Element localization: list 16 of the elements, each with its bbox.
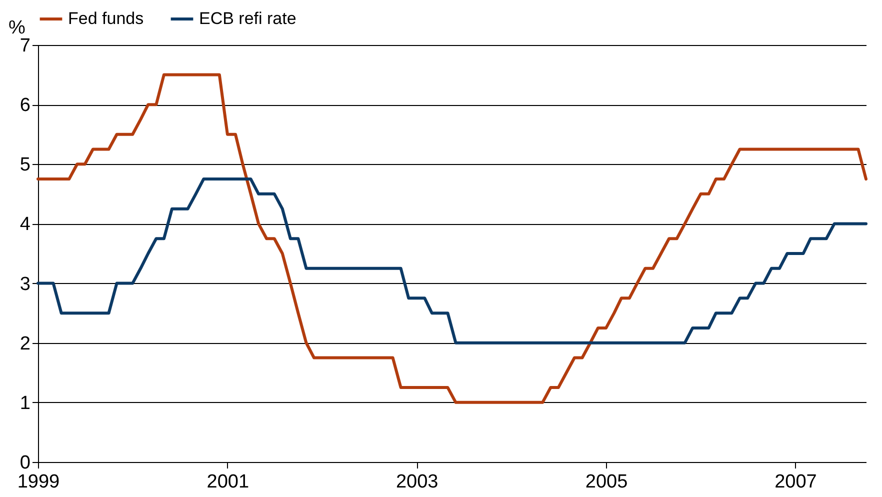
y-tick-label: 4 [20,214,31,236]
legend-label: Fed funds [68,9,144,28]
x-tick-label: 2007 [774,472,817,492]
y-tick-label: 6 [20,95,30,116]
x-tick-label: 1999 [17,472,60,492]
y-tick-label: 7 [20,36,30,56]
legend-label: ECB refi rate [199,9,296,28]
y-tick-label: 1 [20,392,30,414]
x-tick-label: 2003 [396,472,438,492]
y-tick-label: 2 [20,333,30,354]
y-tick-label: 3 [20,274,30,295]
x-tick-label: 2005 [585,472,628,492]
y-tick-label: 0 [20,452,30,474]
y-axis-title: % [8,18,26,38]
y-tick-label: 5 [20,154,30,176]
x-tick-label: 2001 [206,472,250,492]
